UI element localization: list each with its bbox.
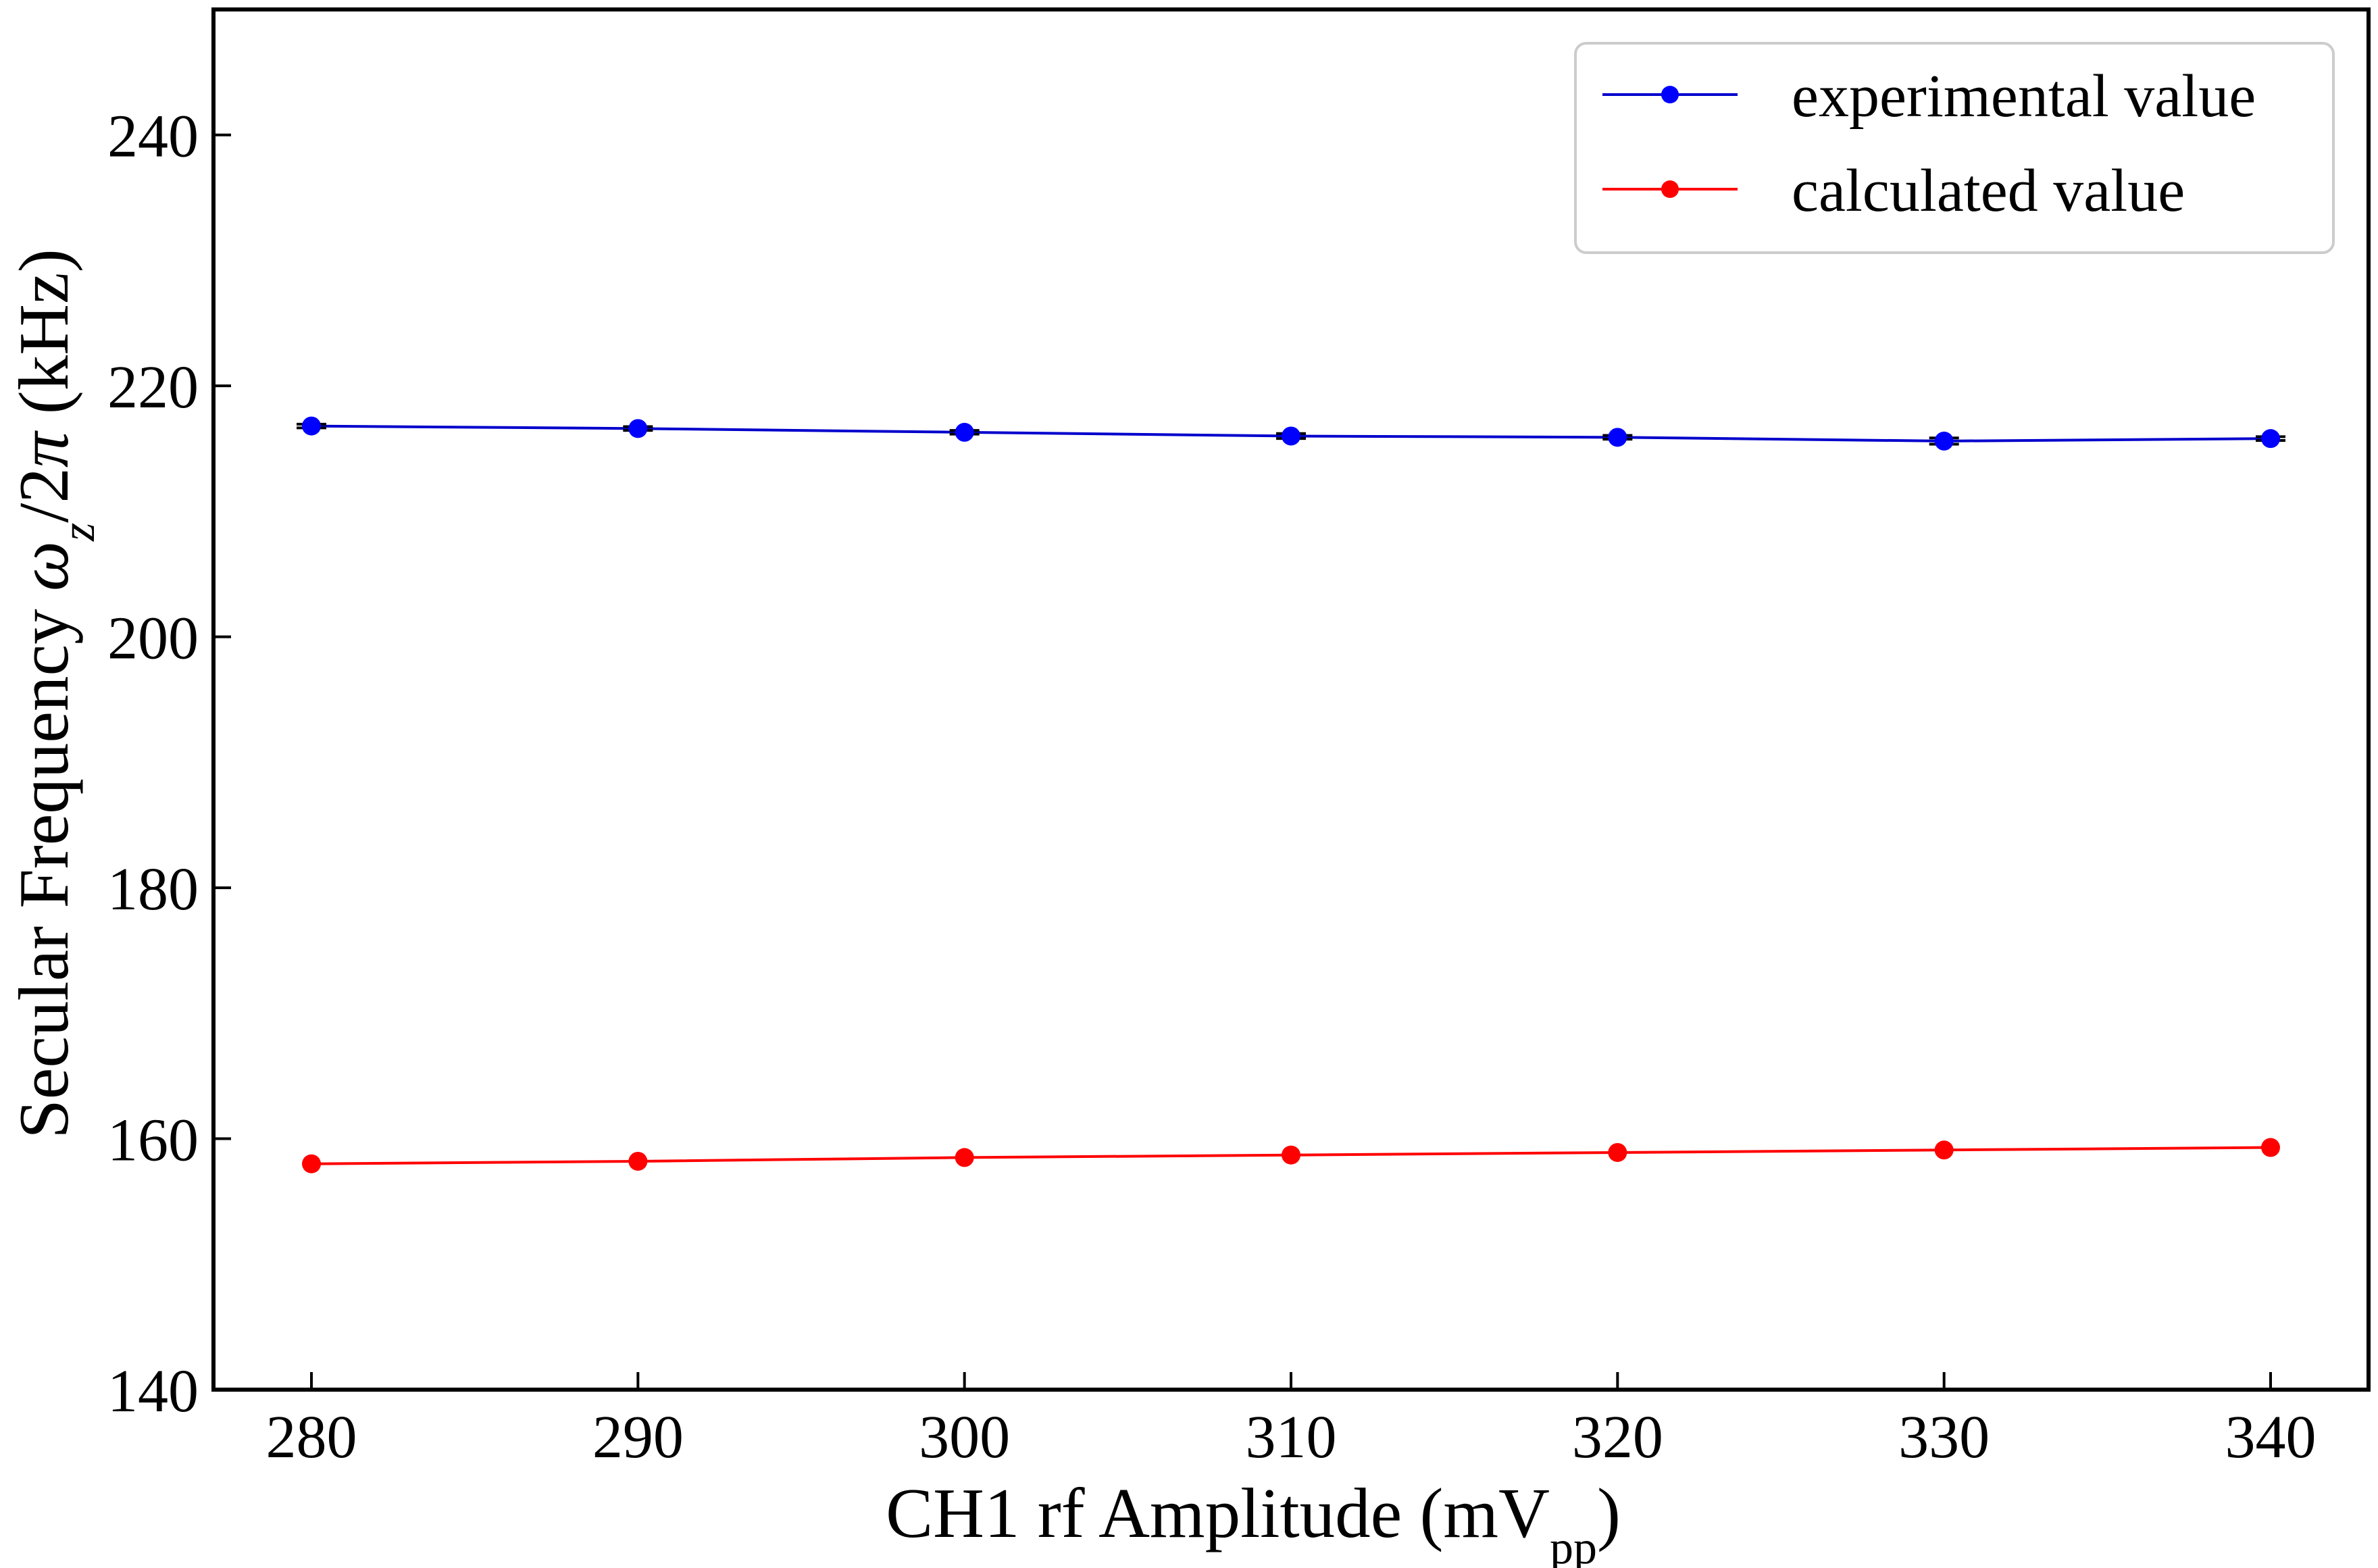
plot-area bbox=[297, 416, 2285, 1173]
data-point-calculated bbox=[955, 1148, 974, 1167]
data-point-experimental bbox=[2261, 429, 2280, 449]
y-tick-label: 220 bbox=[107, 354, 199, 421]
data-point-experimental bbox=[955, 422, 974, 442]
legend: experimental value calculated value bbox=[1574, 42, 2335, 254]
data-point-calculated bbox=[628, 1151, 648, 1171]
legend-label-experimental: experimental value bbox=[1792, 63, 2256, 130]
data-point-calculated bbox=[1282, 1145, 1300, 1165]
data-point-calculated bbox=[2261, 1138, 2280, 1157]
y-axis-title: Secular Frequency ωz/2π (kHz) bbox=[4, 249, 105, 1138]
y-tick-label: 200 bbox=[107, 605, 199, 672]
x-axis-title: CH1 rf Amplitude (mVpp) bbox=[886, 1473, 1621, 1568]
legend-box bbox=[1574, 42, 2335, 254]
data-point-calculated bbox=[1934, 1140, 1954, 1160]
data-point-experimental bbox=[1282, 426, 1300, 446]
y-tick-label: 140 bbox=[107, 1358, 199, 1425]
x-tick-label: 340 bbox=[2225, 1404, 2317, 1471]
x-tick-label: 310 bbox=[1246, 1404, 1337, 1471]
x-tick-label: 300 bbox=[919, 1404, 1010, 1471]
y-tick-label: 180 bbox=[107, 856, 199, 923]
data-point-experimental bbox=[1608, 428, 1627, 447]
x-tick-label: 290 bbox=[592, 1404, 684, 1471]
axes: 280 290 300 310 320 330 340 140 160 180 200 220 240 bbox=[107, 7, 2371, 1471]
data-point-experimental bbox=[302, 416, 321, 436]
legend-marker-experimental bbox=[1661, 86, 1679, 103]
x-tick-label: 280 bbox=[266, 1404, 357, 1471]
data-point-experimental bbox=[628, 419, 648, 438]
x-tick-label: 330 bbox=[1898, 1404, 1990, 1471]
y-tick-label: 160 bbox=[107, 1107, 199, 1174]
data-point-calculated bbox=[302, 1154, 321, 1173]
x-tick-label: 320 bbox=[1572, 1404, 1663, 1471]
data-point-experimental bbox=[1934, 431, 1954, 451]
data-point-calculated bbox=[1608, 1142, 1627, 1162]
legend-label-calculated: calculated value bbox=[1792, 157, 2185, 224]
legend-marker-calculated bbox=[1661, 180, 1679, 198]
y-tick-label: 240 bbox=[107, 103, 199, 170]
